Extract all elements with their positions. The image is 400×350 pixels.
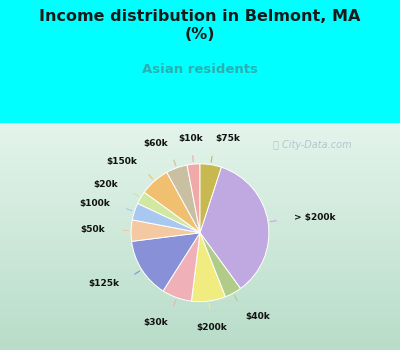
Wedge shape [191, 233, 225, 302]
Text: $10k: $10k [179, 134, 203, 142]
Wedge shape [132, 203, 200, 233]
Text: $100k: $100k [79, 199, 110, 208]
Text: $50k: $50k [80, 225, 105, 234]
Text: $200k: $200k [196, 323, 227, 331]
Text: $20k: $20k [94, 180, 118, 189]
Wedge shape [163, 233, 200, 301]
Wedge shape [200, 233, 240, 297]
Text: Income distribution in Belmont, MA
(%): Income distribution in Belmont, MA (%) [39, 9, 361, 42]
Text: $30k: $30k [143, 318, 168, 327]
Wedge shape [187, 164, 200, 233]
Wedge shape [138, 192, 200, 233]
Text: ⓘ City-Data.com: ⓘ City-Data.com [273, 140, 351, 150]
Text: $60k: $60k [143, 139, 168, 148]
Text: $125k: $125k [89, 279, 120, 288]
Text: > $200k: > $200k [294, 214, 336, 222]
Wedge shape [167, 165, 200, 233]
Text: $40k: $40k [246, 312, 270, 321]
Wedge shape [200, 167, 269, 288]
Wedge shape [132, 233, 200, 291]
Text: Asian residents: Asian residents [142, 63, 258, 76]
Wedge shape [200, 164, 221, 233]
Wedge shape [131, 220, 200, 242]
Text: $150k: $150k [106, 157, 137, 166]
Text: $75k: $75k [215, 134, 240, 144]
Wedge shape [144, 172, 200, 233]
